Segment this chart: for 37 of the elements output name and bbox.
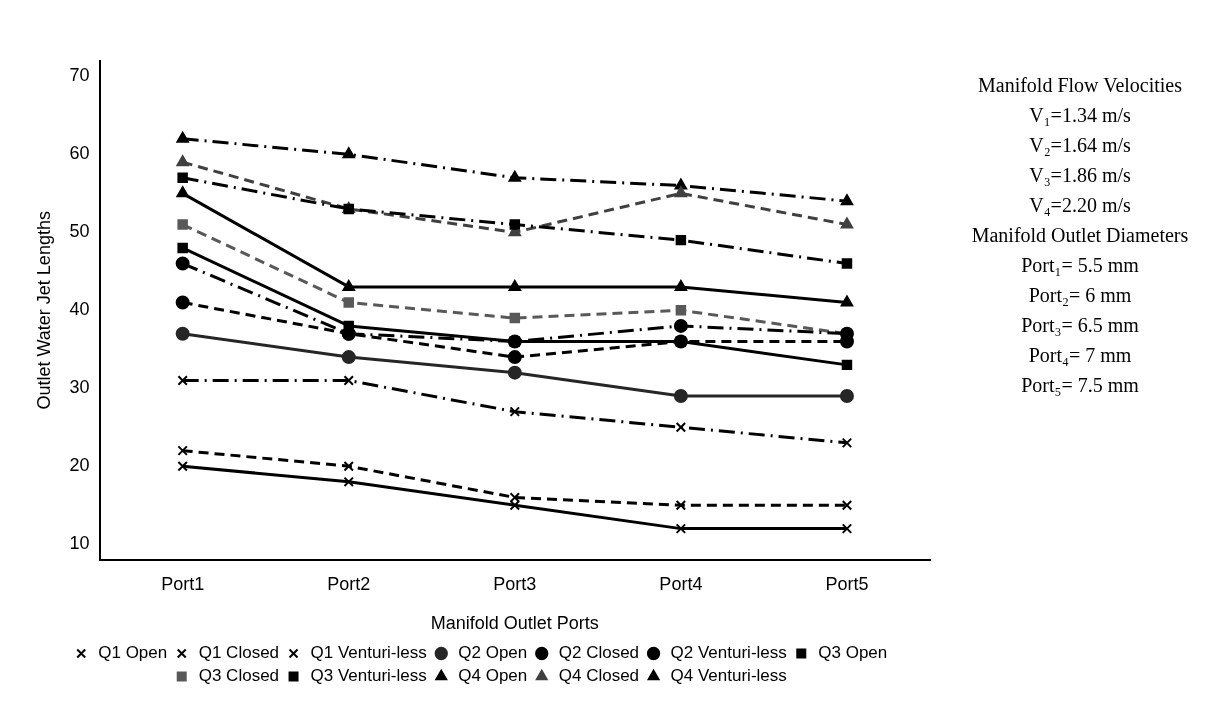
- x-axis-title: Manifold Outlet Ports: [430, 613, 599, 634]
- legend-label: Q2 Closed: [558, 643, 640, 663]
- y-tick-label: 30: [69, 377, 90, 398]
- y-tick-label: 20: [69, 455, 90, 476]
- y-tick-label: 10: [69, 533, 90, 554]
- x-tick-label: Port2: [327, 573, 371, 594]
- text: V₃=1.86 m/s: [1028, 163, 1132, 188]
- text: Port₅= 7.5 mm: [1020, 373, 1140, 398]
- text: Port₄= 7 mm: [1027, 343, 1133, 368]
- text: Manifold Outlet Diameters: [970, 223, 1190, 248]
- legend-label: Q2 Open: [458, 643, 528, 663]
- legend-label: Q4 Closed: [558, 666, 640, 686]
- legend-label: Q4 Open: [458, 666, 528, 686]
- legend-label: Q1 Open: [98, 643, 168, 663]
- y-tick-label: 50: [69, 221, 90, 242]
- x-tick-label: Port1: [161, 573, 205, 594]
- legend-label: Q3 Closed: [198, 666, 280, 686]
- legend-label: Q4 Venturi-less: [670, 666, 787, 686]
- y-tick-label: 40: [69, 299, 90, 320]
- text: Port₁= 5.5 mm: [1020, 253, 1140, 278]
- legend-label: Q1 Venturi-less: [310, 643, 427, 663]
- legend-label: Q1 Closed: [198, 643, 280, 663]
- text: V₂=1.64 m/s: [1028, 133, 1132, 158]
- y-tick-label: 60: [69, 143, 90, 164]
- y-tick-label: 70: [69, 65, 90, 86]
- text: Port₃= 6.5 mm: [1020, 313, 1140, 338]
- x-tick-label: Port5: [825, 573, 869, 594]
- text: V₄=2.20 m/s: [1028, 193, 1132, 218]
- y-axis-title: Outlet Water Jet Lengths: [33, 211, 54, 410]
- text: Port₂= 6 mm: [1027, 283, 1133, 308]
- legend-label: Q3 Venturi-less: [310, 666, 427, 686]
- x-tick-label: Port4: [659, 573, 703, 594]
- text: Manifold Flow Velocities: [976, 73, 1184, 98]
- legend-label: Q2 Venturi-less: [670, 643, 787, 663]
- text: V₁=1.34 m/s: [1028, 103, 1132, 128]
- legend-label: Q3 Open: [818, 643, 888, 663]
- x-tick-label: Port3: [493, 573, 537, 594]
